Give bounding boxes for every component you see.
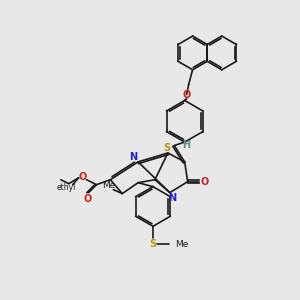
- Text: Me: Me: [102, 181, 115, 190]
- Text: S: S: [149, 239, 157, 249]
- Text: O: O: [200, 177, 208, 187]
- Text: S: S: [163, 143, 170, 153]
- Text: ethyl: ethyl: [57, 183, 76, 192]
- Text: Me: Me: [175, 240, 188, 249]
- Text: H: H: [182, 140, 190, 150]
- Text: O: O: [83, 194, 92, 203]
- Text: O: O: [79, 172, 87, 182]
- Text: N: N: [168, 193, 176, 202]
- Text: O: O: [182, 89, 191, 100]
- Text: N: N: [129, 152, 137, 162]
